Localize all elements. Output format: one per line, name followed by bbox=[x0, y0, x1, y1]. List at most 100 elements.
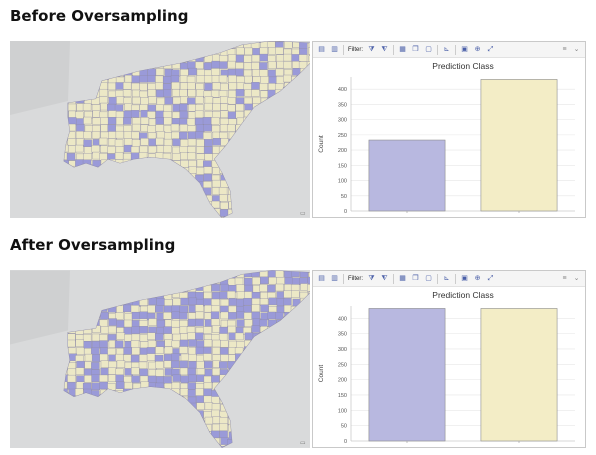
county-cell bbox=[227, 278, 237, 286]
grid-icon[interactable]: ▦ bbox=[399, 46, 406, 53]
y-tick-label: 50 bbox=[341, 194, 347, 200]
zoom-in-icon[interactable]: ⊕ bbox=[474, 275, 481, 282]
bar-1[interactable] bbox=[480, 308, 558, 442]
grid-icon[interactable]: ▦ bbox=[399, 275, 406, 282]
county-cell bbox=[163, 305, 173, 313]
county-cell bbox=[155, 333, 164, 341]
layout-icon[interactable]: ▣ bbox=[461, 46, 468, 53]
county-cell bbox=[211, 125, 221, 133]
county-cell bbox=[140, 97, 149, 105]
bar-1[interactable] bbox=[480, 79, 558, 212]
county-cell bbox=[170, 75, 180, 83]
county-cell bbox=[108, 318, 117, 326]
county-cell bbox=[235, 111, 244, 119]
menu-icon[interactable]: ≡ bbox=[562, 46, 567, 53]
county-cell bbox=[155, 68, 165, 76]
county-cell bbox=[131, 311, 141, 320]
county-cell bbox=[172, 146, 181, 155]
export-icon[interactable]: ▢ bbox=[425, 46, 432, 53]
county-cell bbox=[91, 131, 101, 139]
county-cell bbox=[284, 277, 294, 285]
map-before[interactable]: ▭ bbox=[10, 41, 310, 218]
chart-panel-after[interactable]: ▤ ▥ Filter: ⧩ ⧨ ▦ ❐ ▢ ⊾ ▣ ⊕ ⤢ ≡ ⌄ Predic… bbox=[312, 270, 586, 448]
county-cell bbox=[180, 375, 190, 383]
county-cell bbox=[156, 131, 166, 139]
county-cell bbox=[236, 311, 245, 319]
axis-icon[interactable]: ⊾ bbox=[443, 46, 450, 53]
expand-icon[interactable]: ⤢ bbox=[487, 46, 494, 53]
chevron-down-icon[interactable]: ⌄ bbox=[573, 46, 580, 53]
county-cell bbox=[147, 332, 156, 340]
axis-icon[interactable]: ⊾ bbox=[443, 275, 450, 282]
county-cell bbox=[187, 318, 197, 327]
filter-extent-icon[interactable]: ⧨ bbox=[381, 275, 388, 282]
county-cell bbox=[244, 319, 253, 327]
county-cell bbox=[268, 297, 277, 306]
county-cell bbox=[218, 74, 228, 83]
county-cell bbox=[219, 61, 228, 69]
county-cell bbox=[236, 298, 245, 307]
county-cell bbox=[187, 89, 196, 97]
county-cell bbox=[147, 340, 157, 348]
county-cell bbox=[219, 83, 229, 92]
chart-properties-icon[interactable]: ▥ bbox=[331, 275, 338, 282]
county-cell bbox=[204, 153, 213, 161]
county-cell bbox=[203, 339, 213, 347]
chevron-down-icon[interactable]: ⌄ bbox=[573, 275, 580, 282]
county-cell bbox=[187, 138, 197, 147]
county-cell bbox=[82, 334, 92, 342]
filter-selection-icon[interactable]: ⧩ bbox=[368, 275, 375, 282]
county-cell bbox=[147, 89, 157, 97]
county-cell bbox=[108, 374, 117, 382]
menu-icon[interactable]: ≡ bbox=[562, 275, 567, 282]
export-icon[interactable]: ▢ bbox=[425, 275, 432, 282]
expand-icon[interactable]: ⤢ bbox=[487, 275, 494, 282]
table-icon[interactable]: ▤ bbox=[318, 275, 325, 282]
county-cell bbox=[179, 312, 188, 320]
copy-icon[interactable]: ❐ bbox=[412, 46, 419, 53]
county-cell bbox=[99, 334, 108, 342]
county-cell bbox=[219, 361, 228, 369]
county-cell bbox=[116, 96, 125, 104]
y-tick-label: 150 bbox=[338, 393, 347, 399]
county-cell bbox=[100, 326, 110, 334]
county-cell bbox=[211, 284, 220, 292]
county-cell bbox=[203, 75, 213, 83]
county-cell bbox=[75, 138, 85, 146]
county-cell bbox=[99, 374, 108, 383]
county-cell bbox=[100, 360, 110, 368]
county-cell bbox=[188, 166, 198, 174]
county-cell bbox=[147, 68, 156, 76]
layout-icon[interactable]: ▣ bbox=[461, 275, 468, 282]
county-cell bbox=[172, 111, 181, 120]
copy-icon[interactable]: ❐ bbox=[412, 275, 419, 282]
toolbar-divider bbox=[393, 273, 394, 284]
county-cell bbox=[91, 347, 100, 356]
county-cell bbox=[243, 312, 253, 320]
county-cell bbox=[259, 83, 268, 91]
county-cell bbox=[172, 374, 181, 382]
map-after[interactable]: ▭ bbox=[10, 270, 310, 448]
chart-panel-before[interactable]: ▤ ▥ Filter: ⧩ ⧨ ▦ ❐ ▢ ⊾ ▣ ⊕ ⤢ ≡ ⌄ Predic… bbox=[312, 41, 586, 218]
county-cell bbox=[188, 312, 197, 320]
county-cell bbox=[179, 388, 189, 396]
county-cell bbox=[100, 311, 109, 320]
county-cell bbox=[172, 298, 182, 306]
county-cell bbox=[116, 360, 126, 368]
county-cell bbox=[155, 104, 165, 112]
county-cell bbox=[203, 146, 213, 154]
filter-extent-icon[interactable]: ⧨ bbox=[381, 46, 388, 53]
county-cell bbox=[108, 131, 117, 139]
county-cell bbox=[227, 111, 237, 119]
chart-properties-icon[interactable]: ▥ bbox=[331, 46, 338, 53]
table-icon[interactable]: ▤ bbox=[318, 46, 325, 53]
bar-0[interactable] bbox=[368, 139, 446, 212]
county-cell bbox=[260, 276, 269, 285]
county-cell bbox=[130, 305, 140, 313]
county-cell bbox=[108, 110, 117, 118]
zoom-in-icon[interactable]: ⊕ bbox=[474, 46, 481, 53]
bar-0[interactable] bbox=[368, 308, 446, 442]
filter-selection-icon[interactable]: ⧩ bbox=[368, 46, 375, 53]
county-cell bbox=[115, 82, 124, 90]
county-cell bbox=[235, 103, 244, 112]
